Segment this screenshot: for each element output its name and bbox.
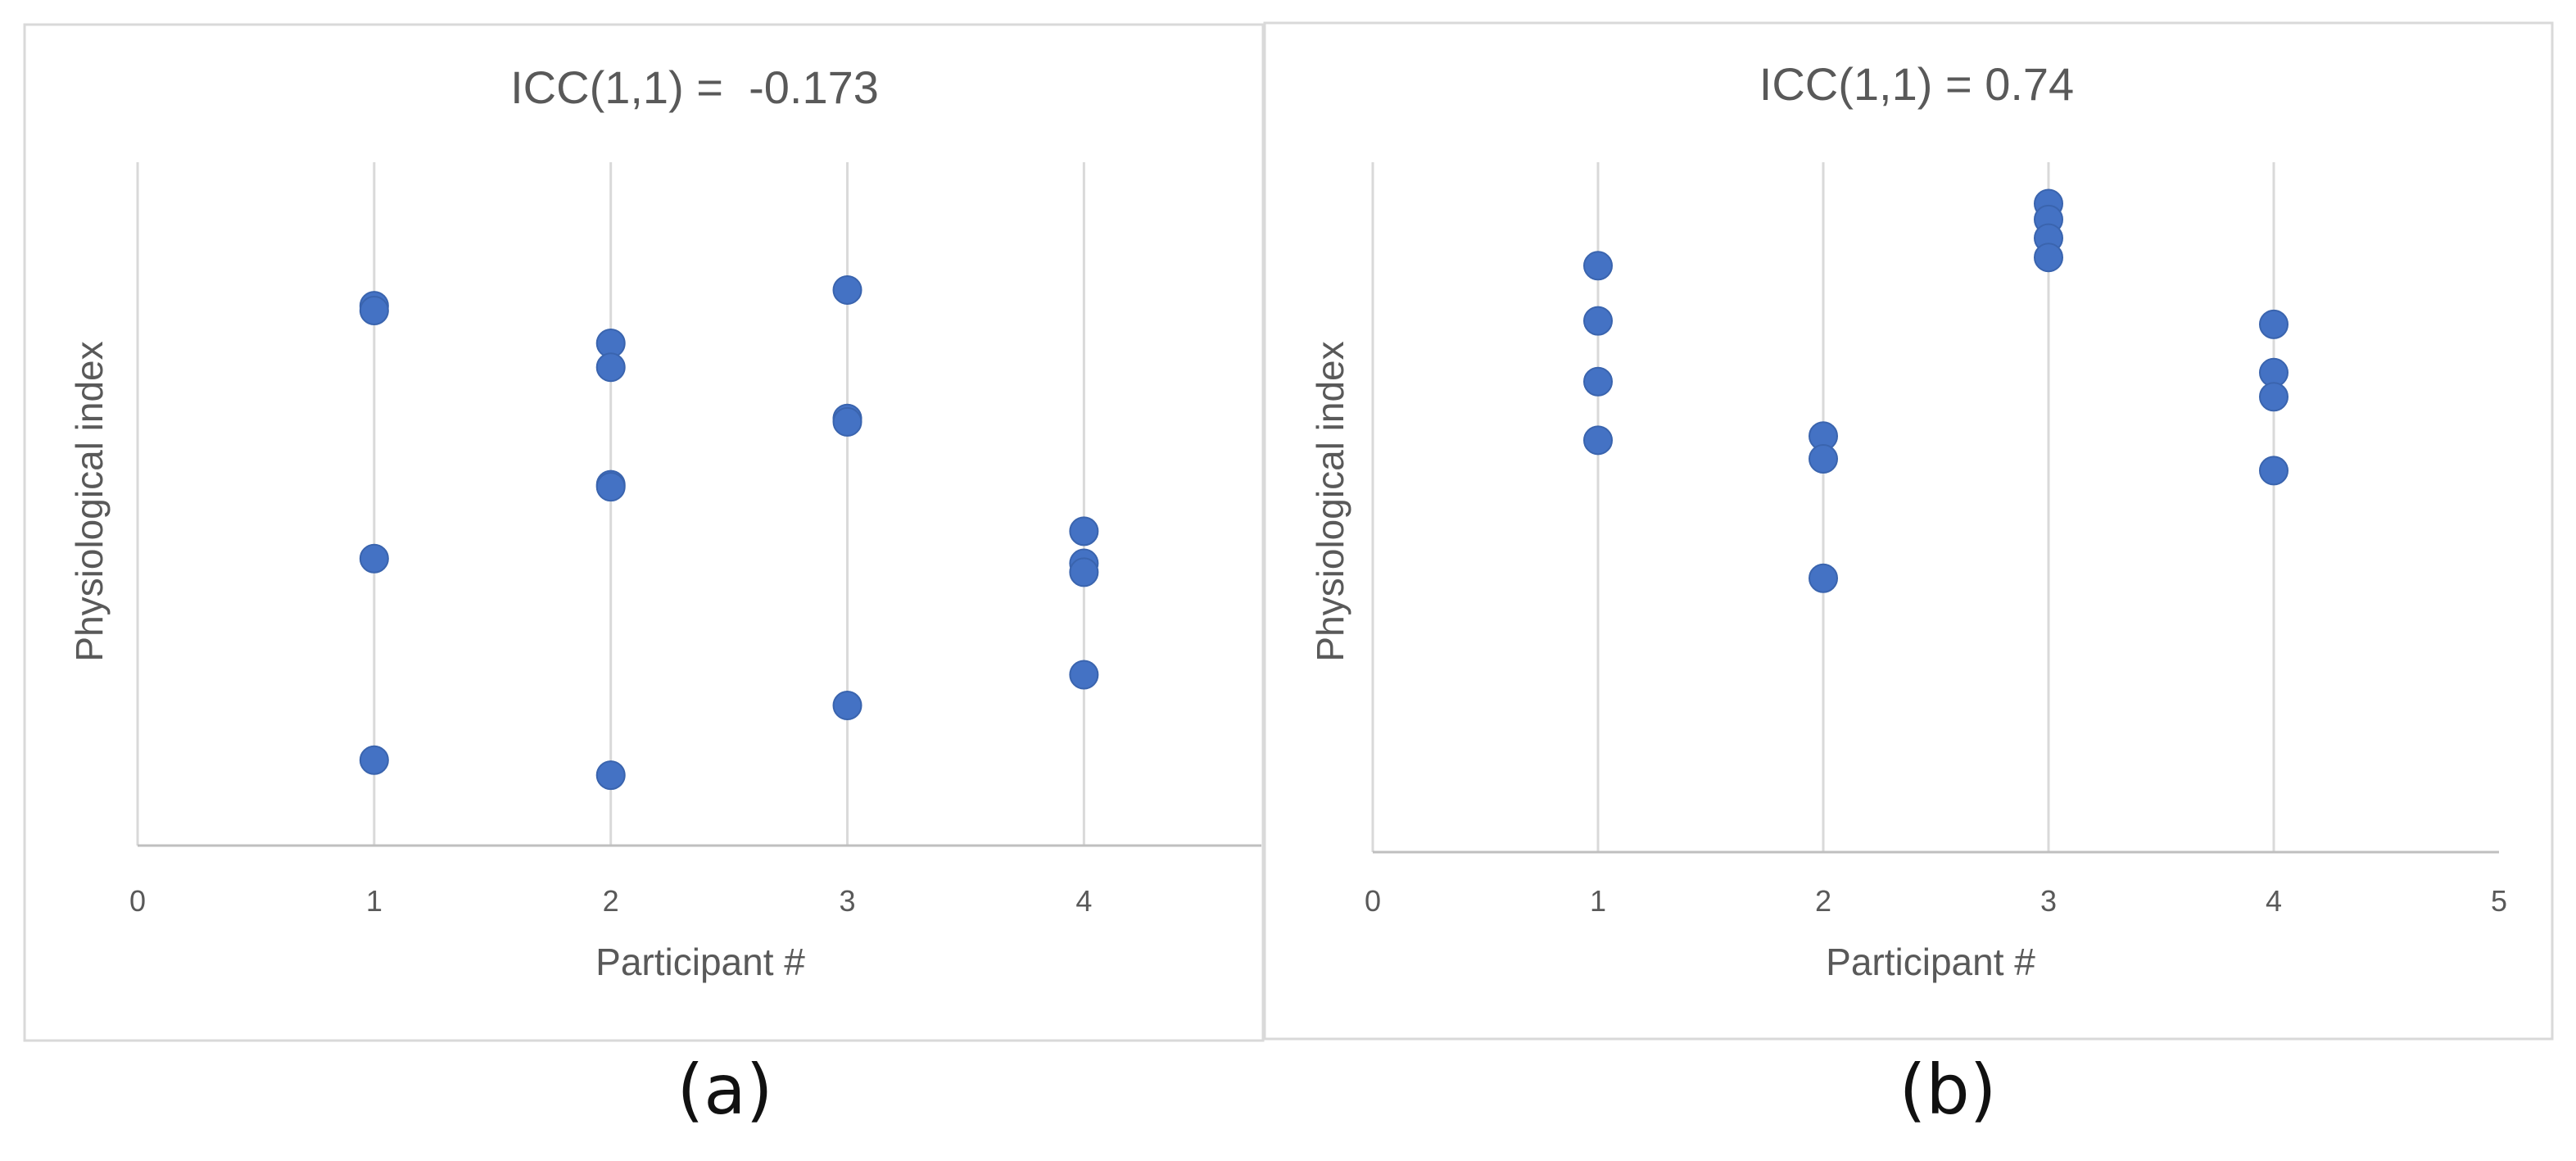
x-tick-label: 4 [1075,884,1092,918]
data-point [359,745,389,775]
data-point [595,760,626,791]
chart-title: ICC(1,1) = 0.74 [1759,58,2074,110]
data-point [832,406,862,437]
x-tick-label: 3 [2040,884,2057,918]
data-point [1583,306,1613,336]
y-axis-label: Physiological index [1309,341,1351,661]
chart-panel-a: 0 1 2 3 4 ICC(1,1) = -0.173 Participant # Physi… [23,23,1265,1042]
x-tick-label: 4 [2266,884,2282,918]
x-tick-label: 2 [603,884,619,918]
x-axis-label: Participant # [595,941,805,983]
chart-panel-b: 0 1 2 3 4 5 ICC(1,1) = 0.74 Participant # Physio… [1263,21,2554,1041]
data-point [595,352,626,383]
data-point [359,543,389,574]
x-tick-label: 0 [1365,884,1381,918]
x-tick-label: 5 [2491,884,2507,918]
data-point [1809,563,1838,593]
x-tick-label: 1 [1590,884,1606,918]
chart-frame [1263,21,2554,1041]
x-tick-label: 2 [1815,884,1831,918]
data-point [595,472,626,502]
x-axis-label: Participant # [1826,941,2035,983]
data-point [2259,382,2289,412]
data-point [1583,366,1613,397]
data-point [1809,444,1838,474]
data-point [2259,309,2289,339]
caption-panel-a: (a) [677,1050,773,1130]
data-point [1583,425,1613,456]
data-point [1069,660,1099,690]
data-point [832,274,862,305]
data-point [1583,251,1613,281]
x-tick-label: 0 [129,884,146,918]
x-tick-label: 1 [366,884,383,918]
x-tick-label: 3 [840,884,856,918]
chart-title: ICC(1,1) = -0.173 [510,61,879,113]
y-axis-label: Physiological index [68,341,111,661]
data-point [2034,243,2063,273]
chart-frame [23,23,1265,1042]
data-point [2259,456,2289,486]
data-point [832,691,862,721]
data-point [359,295,389,325]
data-point [1069,557,1099,587]
data-point [1069,516,1099,546]
caption-panel-b: (b) [1899,1050,1997,1130]
